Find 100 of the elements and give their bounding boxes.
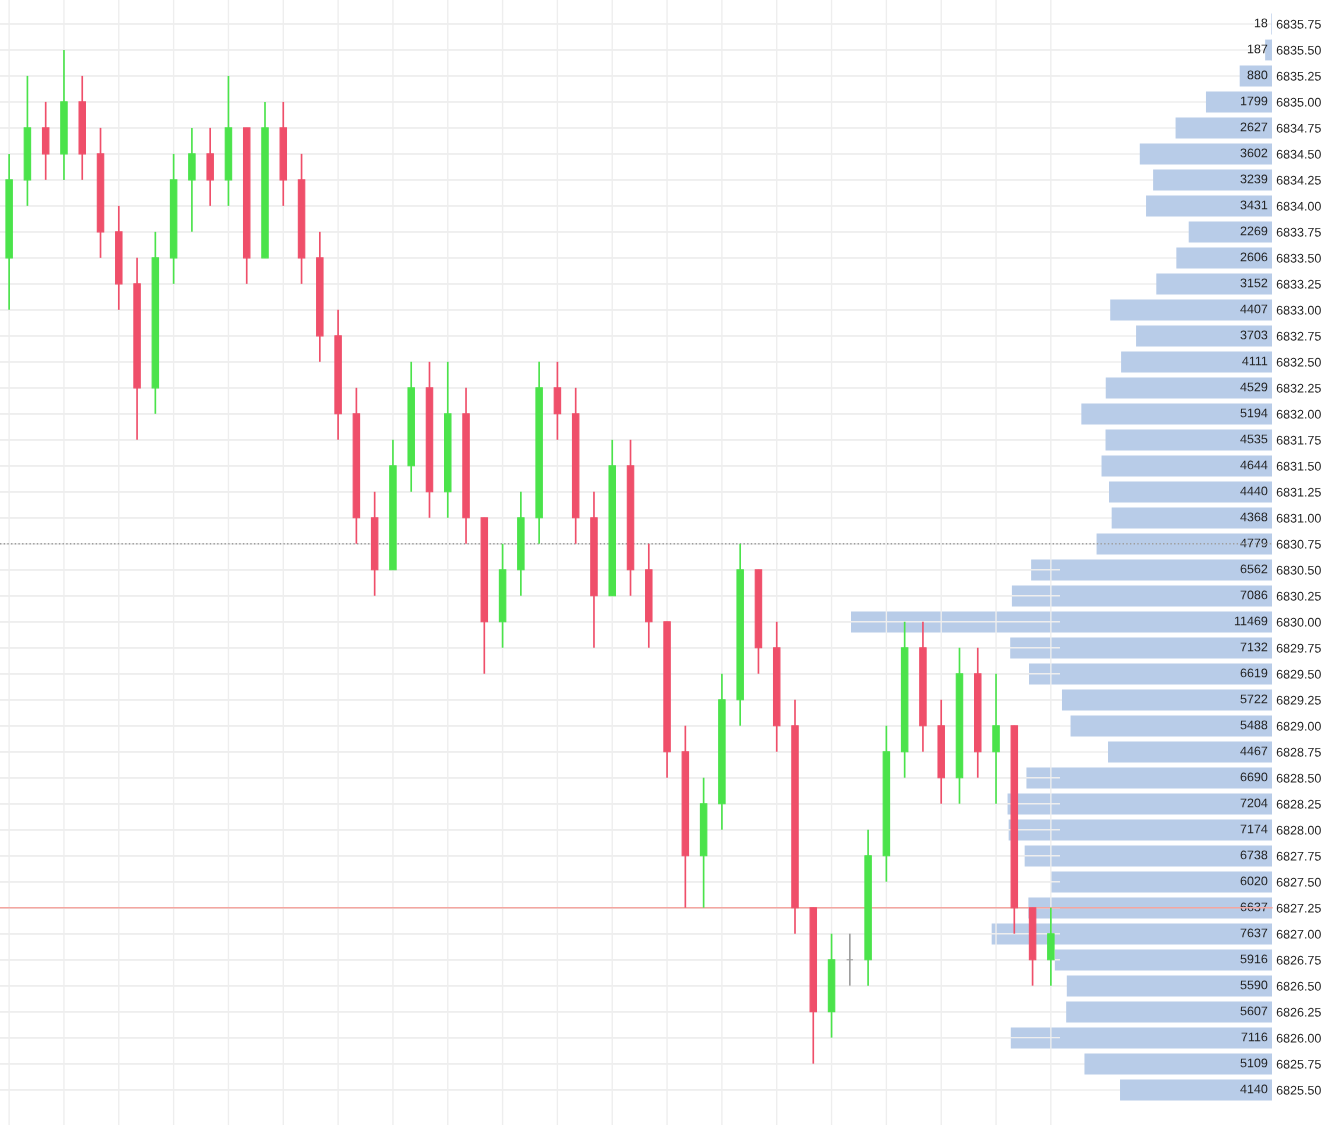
bar [1101,455,1272,477]
y-tick-label: 6832.50 [1276,357,1321,367]
y-tick-label: 6831.75 [1276,435,1321,445]
data-label: 6738 [1240,850,1268,860]
y-tick-label: 6835.00 [1276,97,1321,107]
y-tick-label: 6825.75 [1276,1059,1321,1069]
bar [1156,273,1272,295]
y-tick-label: 6834.25 [1276,175,1321,185]
y-tick-label: 6827.75 [1276,851,1321,861]
data-label: 6619 [1240,668,1268,678]
y-tick-label: 6830.50 [1276,565,1321,575]
y-tick-label: 6827.25 [1276,903,1321,913]
y-tick-label: 6826.25 [1276,1007,1321,1017]
bar [1066,975,1272,997]
bar [1061,689,1272,711]
y-tick-label: 6825.50 [1276,1085,1321,1095]
y-tick-label: 6832.25 [1276,383,1321,393]
y-tick-label: 6827.50 [1276,877,1321,887]
data-label: 5488 [1240,720,1268,730]
data-label: 7116 [1241,1032,1268,1042]
y-tick-label: 6829.75 [1276,643,1321,653]
data-label: 4368 [1240,512,1268,522]
y-tick-label: 6835.50 [1276,45,1321,55]
y-tick-label: 6834.50 [1276,149,1321,159]
y-tick-label: 6833.75 [1276,227,1321,237]
bar [1029,663,1272,685]
y-tick-label: 6834.00 [1276,201,1321,211]
data-label: 5607 [1240,1006,1268,1016]
bar [1176,247,1272,269]
bar [1120,1079,1272,1101]
bar [1081,403,1272,425]
bar [1188,221,1272,243]
bar [1110,299,1272,321]
data-label: 4644 [1240,460,1268,470]
data-label: 7132 [1240,642,1268,652]
data-label: 18 [1254,18,1268,28]
data-label: 4467 [1240,746,1268,756]
data-label: 7637 [1240,928,1268,938]
data-label: 880 [1247,70,1268,80]
data-label: 4779 [1240,538,1268,548]
bar [1105,429,1272,451]
bar [1011,585,1272,607]
data-label: 4535 [1240,434,1268,444]
data-label: 7174 [1240,824,1268,834]
data-label: 4440 [1240,486,1268,496]
bar [1205,91,1272,113]
y-tick-label: 6830.25 [1276,591,1321,601]
data-label: 4407 [1240,304,1268,314]
y-tick-label: 6835.75 [1276,19,1321,29]
y-tick-label: 6829.00 [1276,721,1321,731]
bar [1108,741,1272,763]
bar [1007,793,1272,815]
y-tick-label: 6831.50 [1276,461,1321,471]
data-label: 3431 [1240,200,1268,210]
bar [1105,377,1272,399]
bar [1066,1001,1272,1023]
bar [1010,1027,1272,1049]
y-tick-label: 6828.50 [1276,773,1321,783]
y-tick-label: 6835.25 [1276,71,1321,81]
data-label: 7086 [1240,590,1268,600]
data-label: 2627 [1240,122,1268,132]
data-label: 5916 [1240,954,1268,964]
data-label: 2269 [1240,226,1268,236]
data-label: 5722 [1240,694,1268,704]
y-tick-label: 6834.75 [1276,123,1321,133]
data-label: 6562 [1240,564,1268,574]
y-tick-label: 6829.25 [1276,695,1321,705]
y-tick-label: 6828.25 [1276,799,1321,809]
data-label: 4140 [1240,1084,1268,1094]
y-tick-label: 6826.75 [1276,955,1321,965]
y-tick-label: 6829.50 [1276,669,1321,679]
bar [1008,819,1272,841]
y-tick-label: 6828.00 [1276,825,1321,835]
bar [1031,559,1272,581]
data-label: 7204 [1240,798,1268,808]
y-tick-label: 6833.00 [1276,305,1321,315]
bar [1026,767,1272,789]
data-label: 2606 [1240,252,1268,262]
data-label: 187 [1247,44,1268,54]
bar [851,611,1272,633]
y-tick-label: 6832.00 [1276,409,1321,419]
y-tick-label: 6827.00 [1276,929,1321,939]
bar [1265,39,1272,61]
data-label: 5194 [1240,408,1268,418]
y-tick-label: 6833.50 [1276,253,1321,263]
y-tick-label: 6831.00 [1276,513,1321,523]
data-label: 4111 [1242,356,1268,366]
bar [1153,169,1272,191]
bar [1136,325,1272,347]
y-tick-label: 6831.25 [1276,487,1321,497]
data-label: 5109 [1240,1058,1268,1068]
y-tick-label: 6830.75 [1276,539,1321,549]
data-label: 1799 [1240,96,1268,106]
y-tick-label: 6830.00 [1276,617,1321,627]
y-tick-label: 6826.50 [1276,981,1321,991]
data-label: 6020 [1240,876,1268,886]
data-label: 3703 [1240,330,1268,340]
bar [1096,533,1272,555]
bar [1024,845,1272,867]
data-label: 5590 [1240,980,1268,990]
